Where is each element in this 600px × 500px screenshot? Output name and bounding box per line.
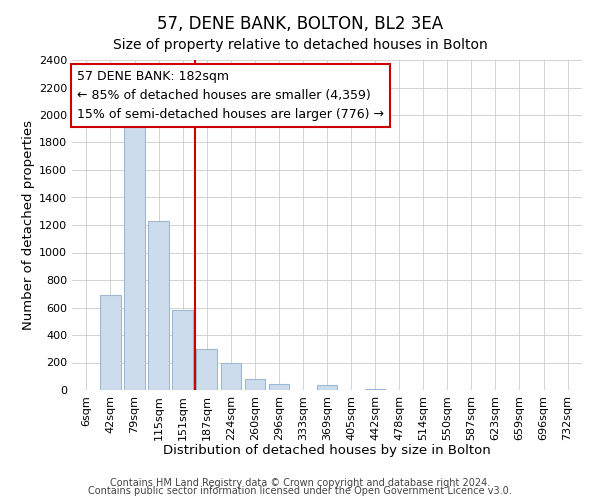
Text: 57 DENE BANK: 182sqm
← 85% of detached houses are smaller (4,359)
15% of semi-de: 57 DENE BANK: 182sqm ← 85% of detached h… [77,70,384,121]
Text: Contains HM Land Registry data © Crown copyright and database right 2024.: Contains HM Land Registry data © Crown c… [110,478,490,488]
Text: Contains public sector information licensed under the Open Government Licence v3: Contains public sector information licen… [88,486,512,496]
Text: 57, DENE BANK, BOLTON, BL2 3EA: 57, DENE BANK, BOLTON, BL2 3EA [157,15,443,33]
Bar [148,221,169,390]
Text: Size of property relative to detached houses in Bolton: Size of property relative to detached ho… [113,38,487,52]
Bar [269,384,289,390]
Bar [365,388,385,390]
Bar [124,123,145,390]
Bar [221,362,241,390]
Y-axis label: Number of detached properties: Number of detached properties [22,120,35,330]
Bar [317,385,337,390]
Bar [196,349,217,390]
X-axis label: Distribution of detached houses by size in Bolton: Distribution of detached houses by size … [163,444,491,457]
Bar [245,379,265,390]
Bar [100,295,121,390]
Bar [172,310,193,390]
